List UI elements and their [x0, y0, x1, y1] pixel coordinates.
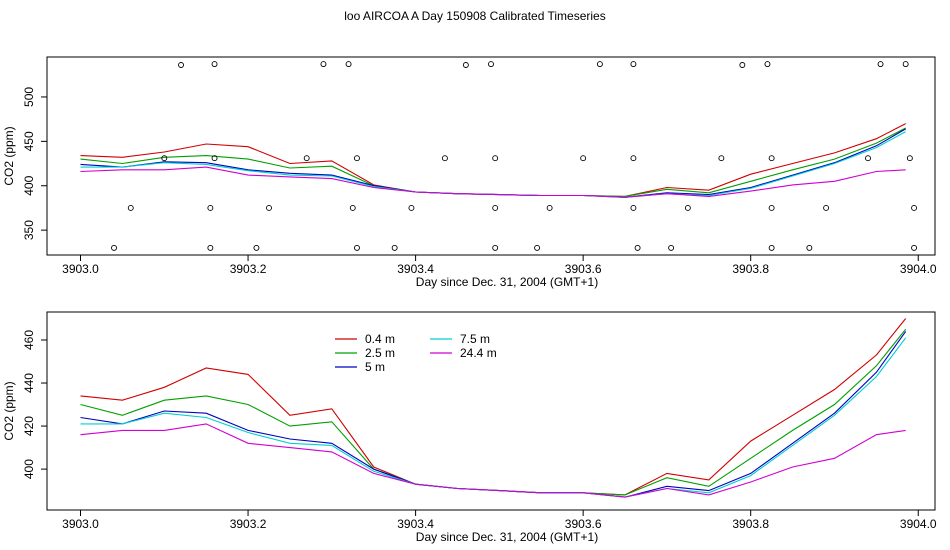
- x-tick-label: 3904.0: [900, 262, 937, 276]
- data-point-marker: [823, 204, 830, 211]
- data-point-marker: [630, 155, 637, 162]
- data-point-marker: [768, 155, 775, 162]
- x-tick-label: 3903.0: [62, 262, 99, 276]
- y-tick-label: 420: [22, 416, 36, 436]
- data-point-marker: [349, 204, 356, 211]
- y-tick-label: 400: [22, 175, 36, 195]
- data-point-marker: [580, 155, 587, 162]
- series-line-24-4-m: [80, 166, 906, 198]
- legend-label: 24.4 m: [460, 346, 497, 360]
- x-tick-label: 3903.2: [230, 517, 267, 531]
- data-point-marker: [391, 244, 398, 251]
- data-point-marker: [718, 155, 725, 162]
- data-point-marker: [546, 204, 553, 211]
- legend-label: 5 m: [365, 360, 385, 374]
- legend-label: 7.5 m: [460, 332, 490, 346]
- data-point-marker: [911, 244, 918, 251]
- data-point-marker: [111, 244, 117, 251]
- plot-frame: [46, 56, 936, 256]
- y-tick-label: 440: [22, 373, 36, 393]
- series-line-0-4-m: [80, 318, 907, 496]
- y-tick-label: 400: [22, 459, 36, 479]
- series-group: [80, 123, 906, 198]
- data-point-marker: [534, 244, 541, 251]
- legend-label: 2.5 m: [365, 346, 395, 360]
- data-point-marker: [902, 61, 909, 68]
- data-point-marker: [127, 204, 134, 211]
- data-point-marker: [865, 155, 871, 162]
- data-point-marker: [488, 61, 494, 68]
- data-point-marker: [211, 155, 218, 162]
- series-line-5-m: [80, 128, 906, 198]
- data-point-marker: [764, 61, 771, 68]
- x-tick-label: 3903.4: [397, 262, 434, 276]
- data-point-marker: [492, 155, 499, 162]
- data-point-marker: [207, 204, 214, 211]
- data-point-marker: [634, 244, 641, 251]
- data-point-marker: [906, 155, 913, 162]
- data-point-marker: [768, 244, 775, 251]
- data-point-marker: [161, 155, 168, 162]
- data-point-marker: [806, 244, 813, 251]
- x-tick-label: 3903.6: [565, 262, 602, 276]
- series-line-24-4-m: [80, 423, 906, 498]
- plot-frame: [46, 311, 936, 511]
- data-point-marker: [462, 62, 469, 68]
- data-point-marker: [739, 62, 746, 68]
- chart-main-title: loo AIRCOA A Day 150908 Calibrated Times…: [344, 9, 606, 23]
- x-axis-title: Day since Dec. 31, 2004 (GMT+1): [416, 530, 598, 544]
- data-point-marker: [303, 155, 310, 162]
- x-tick-label: 3903.8: [732, 262, 769, 276]
- data-point-marker: [408, 204, 415, 211]
- data-point-marker: [354, 244, 360, 251]
- series-group: [80, 318, 907, 498]
- data-point-marker: [441, 155, 448, 162]
- data-point-marker: [668, 244, 675, 251]
- x-tick-label: 3903.6: [565, 517, 602, 531]
- x-tick-label: 3903.8: [732, 517, 769, 531]
- data-point-marker: [211, 61, 218, 68]
- y-tick-label: 500: [22, 87, 36, 107]
- legend-label: 0.4 m: [365, 332, 395, 346]
- x-axis-title: Day since Dec. 31, 2004 (GMT+1): [416, 275, 598, 289]
- data-point-marker: [320, 61, 327, 68]
- data-point-marker: [345, 61, 352, 68]
- data-point-marker: [911, 204, 918, 211]
- data-point-marker: [354, 155, 360, 162]
- legend: 0.4 m2.5 m5 m 7.5 m24.4 m: [335, 332, 497, 374]
- data-point-marker: [596, 61, 603, 68]
- x-tick-label: 3903.2: [230, 262, 267, 276]
- x-tick-label: 3903.4: [397, 517, 434, 531]
- data-point-marker: [630, 61, 637, 68]
- y-axis-title: CO2 (ppm): [2, 126, 16, 185]
- data-point-marker: [178, 62, 184, 68]
- y-tick-label: 460: [22, 330, 36, 350]
- data-point-marker: [877, 61, 884, 68]
- data-point-marker: [684, 204, 691, 211]
- data-point-marker: [768, 204, 775, 211]
- series-line-7-5-m: [80, 131, 906, 198]
- data-point-marker: [492, 204, 499, 211]
- plot-panel-2: 3903.0 3903.2 3903.4 3903.6 3903.8 3904.0 400 4…: [2, 311, 937, 544]
- series-line-7-5-m: [80, 337, 907, 498]
- x-tick-label: 3903.0: [62, 517, 99, 531]
- data-point-marker: [492, 244, 499, 251]
- data-point-marker: [253, 244, 260, 251]
- plot-panel-1: 3903.0 3903.2 3903.4 3903.6 3903.8 3904.0 350 4…: [2, 56, 937, 289]
- x-tick-label: 3904.0: [900, 517, 937, 531]
- y-tick-label: 350: [22, 220, 36, 240]
- data-point-marker: [630, 204, 637, 211]
- y-tick-label: 450: [22, 131, 36, 151]
- data-point-marker: [266, 204, 272, 211]
- y-axis-title: CO2 (ppm): [2, 381, 16, 440]
- data-point-marker: [207, 244, 214, 251]
